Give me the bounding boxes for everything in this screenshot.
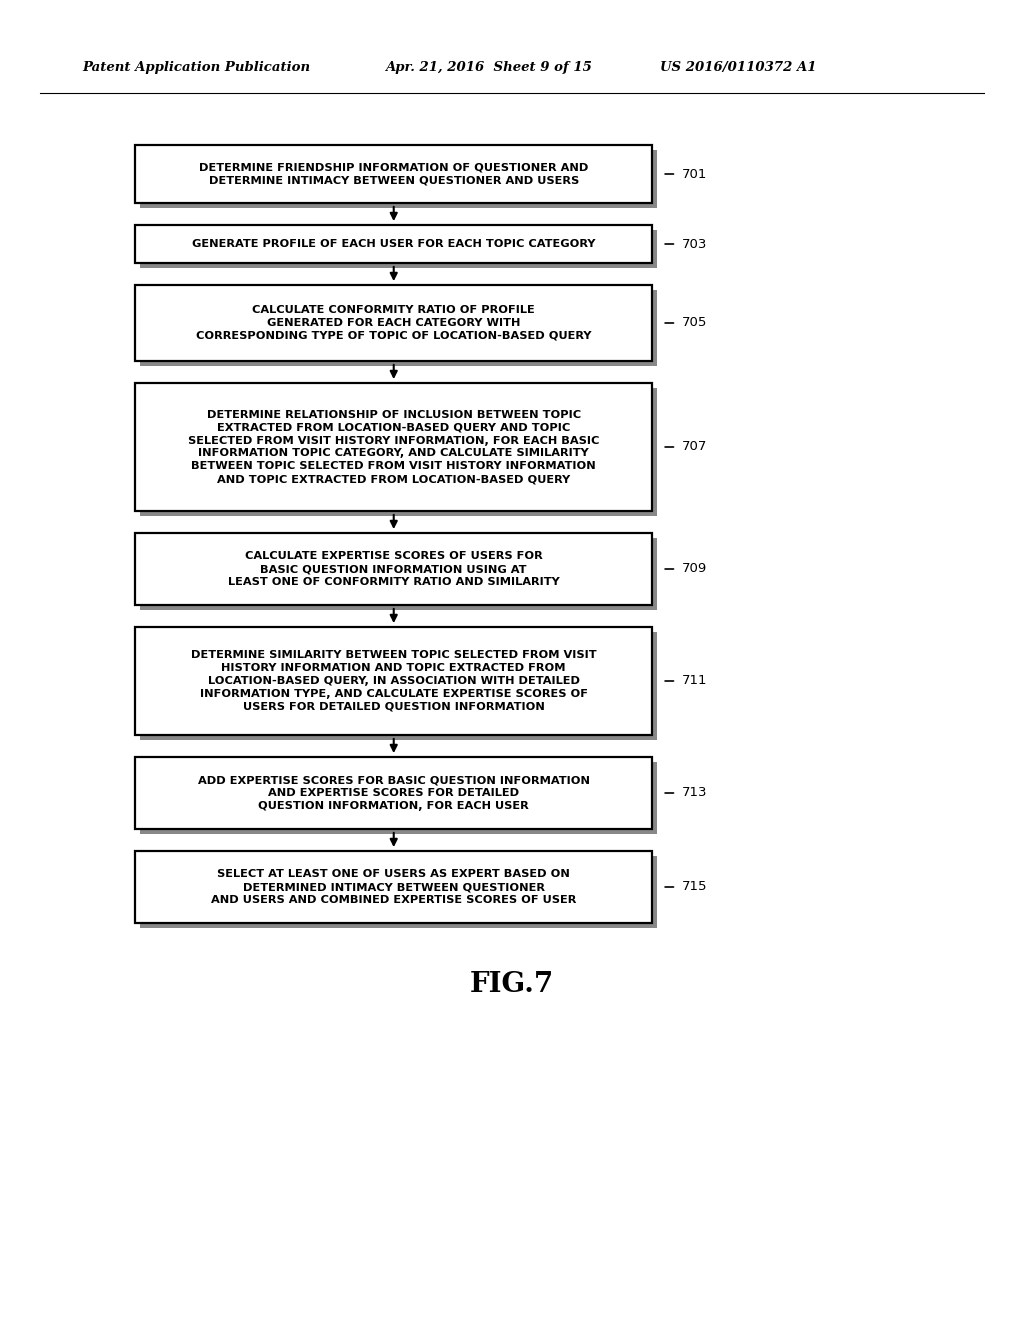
Text: CALCULATE EXPERTISE SCORES OF USERS FOR
BASIC QUESTION INFORMATION USING AT
LEAS: CALCULATE EXPERTISE SCORES OF USERS FOR … — [228, 552, 559, 587]
Bar — [135, 224, 652, 263]
Bar — [135, 851, 652, 923]
Bar — [140, 230, 657, 268]
Text: FIG.7: FIG.7 — [470, 972, 554, 998]
Text: GENERATE PROFILE OF EACH USER FOR EACH TOPIC CATEGORY: GENERATE PROFILE OF EACH USER FOR EACH T… — [191, 239, 596, 249]
Text: DETERMINE RELATIONSHIP OF INCLUSION BETWEEN TOPIC
EXTRACTED FROM LOCATION-BASED : DETERMINE RELATIONSHIP OF INCLUSION BETW… — [188, 411, 599, 484]
Bar — [135, 145, 652, 203]
Bar — [135, 383, 652, 511]
Text: 707: 707 — [682, 441, 708, 454]
Text: Apr. 21, 2016  Sheet 9 of 15: Apr. 21, 2016 Sheet 9 of 15 — [385, 62, 592, 74]
Text: 701: 701 — [682, 168, 708, 181]
Bar — [135, 533, 652, 605]
Bar — [140, 388, 657, 516]
Bar — [140, 290, 657, 366]
Bar — [140, 632, 657, 741]
Bar — [140, 855, 657, 928]
Text: SELECT AT LEAST ONE OF USERS AS EXPERT BASED ON
DETERMINED INTIMACY BETWEEN QUES: SELECT AT LEAST ONE OF USERS AS EXPERT B… — [211, 869, 577, 904]
Bar — [140, 762, 657, 834]
Text: 711: 711 — [682, 675, 708, 688]
Text: 715: 715 — [682, 880, 708, 894]
Text: US 2016/0110372 A1: US 2016/0110372 A1 — [660, 62, 816, 74]
Bar — [135, 756, 652, 829]
Bar — [135, 627, 652, 735]
Text: CALCULATE CONFORMITY RATIO OF PROFILE
GENERATED FOR EACH CATEGORY WITH
CORRESPON: CALCULATE CONFORMITY RATIO OF PROFILE GE… — [196, 305, 592, 341]
Text: 709: 709 — [682, 562, 708, 576]
Bar — [140, 150, 657, 209]
Text: DETERMINE FRIENDSHIP INFORMATION OF QUESTIONER AND
DETERMINE INTIMACY BETWEEN QU: DETERMINE FRIENDSHIP INFORMATION OF QUES… — [199, 162, 589, 185]
Text: 705: 705 — [682, 317, 708, 330]
Bar — [140, 539, 657, 610]
Text: Patent Application Publication: Patent Application Publication — [82, 62, 310, 74]
Bar — [135, 285, 652, 360]
Text: ADD EXPERTISE SCORES FOR BASIC QUESTION INFORMATION
AND EXPERTISE SCORES FOR DET: ADD EXPERTISE SCORES FOR BASIC QUESTION … — [198, 775, 590, 810]
Text: DETERMINE SIMILARITY BETWEEN TOPIC SELECTED FROM VISIT
HISTORY INFORMATION AND T: DETERMINE SIMILARITY BETWEEN TOPIC SELEC… — [190, 651, 597, 711]
Text: 713: 713 — [682, 787, 708, 800]
Text: 703: 703 — [682, 238, 708, 251]
